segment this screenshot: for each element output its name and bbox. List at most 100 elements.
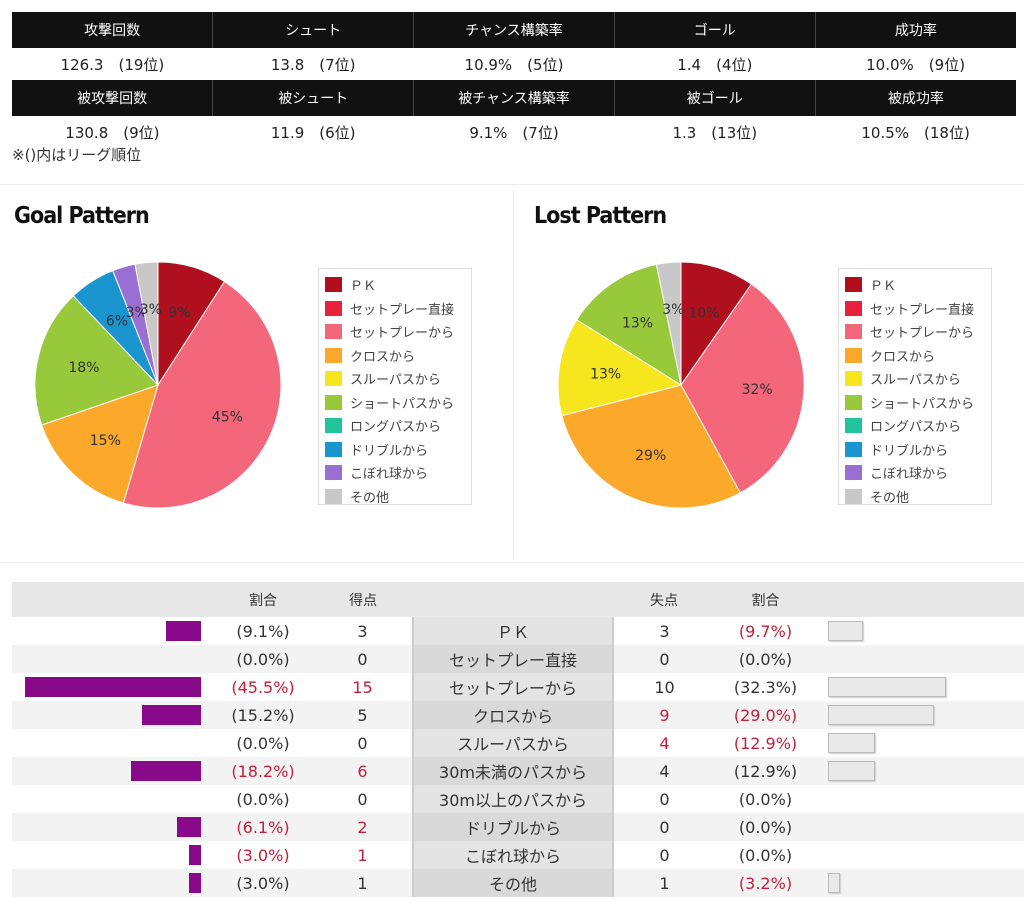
conceded-ratio: (0.0%) — [715, 645, 816, 673]
legend-item: ロングパスから — [845, 414, 991, 438]
stat-value: 1.4 (4位) — [677, 55, 753, 74]
goal-ratio-bar — [130, 761, 201, 781]
divider — [513, 190, 514, 560]
table-row: (3.0%) 1 その他 1 (3.2%) — [12, 869, 1024, 897]
conceded-ratio: (0.0%) — [738, 845, 793, 865]
goal-ratio: (3.0%) — [213, 869, 313, 897]
legend-swatch — [845, 300, 862, 316]
conceded-count: 1 — [613, 869, 715, 897]
goal-ratio: (3.0%) — [236, 845, 290, 865]
goal-ratio: (0.0%) — [213, 645, 313, 673]
slice-label: 18% — [68, 360, 99, 376]
goal-ratio-bar — [177, 817, 201, 837]
legend-swatch — [325, 394, 342, 410]
legend-swatch — [325, 465, 342, 481]
team-stats-table: 攻撃回数 シュート チャンス構築率 ゴール 成功率 126.3 (19位) 13… — [12, 12, 1016, 148]
legend-label: その他 — [350, 490, 390, 506]
pie-slice — [561, 384, 741, 509]
stat-value: 130.8 (9位) — [65, 123, 160, 142]
legend-item: ＰＫ — [325, 273, 471, 297]
table-row: (3.0%) 1 こぼれ球から 0 (0.0%) — [12, 841, 1024, 869]
slice-label: 3% — [662, 302, 684, 318]
lost-pattern-pie: 10% 32% 29% 13% 13% 3% — [557, 261, 805, 509]
lost-pattern-title: Lost Pattern — [534, 203, 667, 229]
goal-ratio: (15.2%) — [213, 701, 313, 729]
pattern-label: セットプレー直接 — [412, 645, 614, 673]
goal-bar-cell — [12, 841, 213, 869]
conceded-ratio: (32.3%) — [733, 677, 798, 697]
goals-count: 1 — [313, 869, 413, 897]
pie-slice — [576, 263, 682, 387]
goal-bar-cell — [12, 729, 213, 757]
goals-count: 0 — [357, 789, 368, 809]
goals-count: 5 — [313, 701, 413, 729]
stat-value: 9.1% (7位) — [469, 123, 559, 142]
stat-header: 被ゴール — [613, 80, 816, 116]
stat-header: チャンス構築率 — [413, 12, 615, 48]
pie-slice — [655, 261, 682, 386]
table-row: (0.0%) 0 30m以上のパスから 0 (0.0%) — [12, 785, 1024, 813]
goal-bar-cell — [12, 813, 213, 841]
goal-ratio-bar — [189, 845, 201, 865]
pie-slice — [557, 319, 683, 417]
legend-item: ＰＫ — [845, 273, 991, 297]
legend-label: こぼれ球から — [870, 467, 949, 483]
conceded-ratio: (3.2%) — [715, 869, 816, 897]
legend-label: セットプレー直接 — [350, 302, 455, 318]
conceded-count: 9 — [613, 701, 715, 729]
legend-label: ロングパスから — [870, 420, 962, 436]
legend-label: ショートパスから — [350, 396, 455, 412]
legend-swatch — [325, 441, 342, 457]
legend-item: ドリブルから — [325, 438, 471, 462]
legend-item: セットプレーから — [845, 320, 991, 344]
goal-ratio-bar — [142, 705, 201, 725]
conceded-ratio-bar — [828, 705, 934, 725]
legend-label: ショートパスから — [870, 396, 975, 412]
header-conceded-ratio: 割合 — [715, 582, 816, 617]
legend-swatch — [845, 488, 862, 504]
legend-label: ドリブルから — [870, 443, 949, 459]
slice-label: 13% — [590, 366, 621, 382]
legend-label: その他 — [870, 490, 910, 506]
pattern-label: セットプレーから — [412, 673, 614, 701]
pattern-label: クロスから — [412, 701, 614, 729]
legend-label: セットプレー直接 — [870, 302, 975, 318]
slice-label: 13% — [622, 315, 653, 331]
goal-ratio-bar — [25, 677, 201, 697]
stat-value: 10.5% (18位) — [861, 123, 970, 142]
pattern-label: その他 — [412, 869, 614, 897]
conceded-bar-cell — [816, 673, 1024, 701]
slice-label: 3% — [126, 305, 148, 321]
legend-swatch — [325, 371, 342, 387]
slice-label: 6% — [106, 314, 128, 330]
pie-slice — [41, 384, 159, 504]
table-row: (18.2%) 6 30m未満のパスから 4 (12.9%) — [12, 757, 1024, 785]
goal-bar-cell — [12, 645, 213, 673]
pie-slice — [122, 280, 282, 509]
header-pattern — [413, 582, 613, 617]
header-blank — [12, 582, 213, 617]
stat-header: 被シュート — [212, 80, 414, 116]
legend-item: ロングパスから — [325, 414, 471, 438]
divider — [0, 184, 1024, 185]
slice-label: 3% — [140, 302, 162, 318]
conceded-count: 4 — [659, 733, 670, 753]
legend-label: セットプレーから — [350, 326, 455, 342]
goal-ratio: (9.1%) — [236, 621, 290, 641]
legend-swatch — [845, 441, 862, 457]
conceded-ratio: (12.9%) — [715, 757, 816, 785]
legend-item: その他 — [845, 485, 991, 509]
conceded-ratio: (0.0%) — [738, 789, 793, 809]
conceded-count: 0 — [613, 645, 715, 673]
header-conceded: 失点 — [613, 582, 715, 617]
goals-count: 2 — [313, 813, 413, 841]
pattern-comparison-table: 割合 得点 失点 割合 (9.1%) 3 ＰＫ 3 (9.7%) (0.0%) 0 セットプレ… — [12, 582, 1024, 897]
legend-label: ＰＫ — [870, 279, 897, 295]
goal-bar-cell — [12, 701, 213, 729]
pattern-label: ＰＫ — [412, 617, 614, 645]
pie-slice — [134, 261, 159, 386]
slice-label: 9% — [168, 305, 190, 321]
conceded-bar-cell — [816, 701, 1024, 729]
legend-label: スルーパスから — [870, 373, 961, 389]
stat-header: 攻撃回数 — [12, 12, 213, 48]
